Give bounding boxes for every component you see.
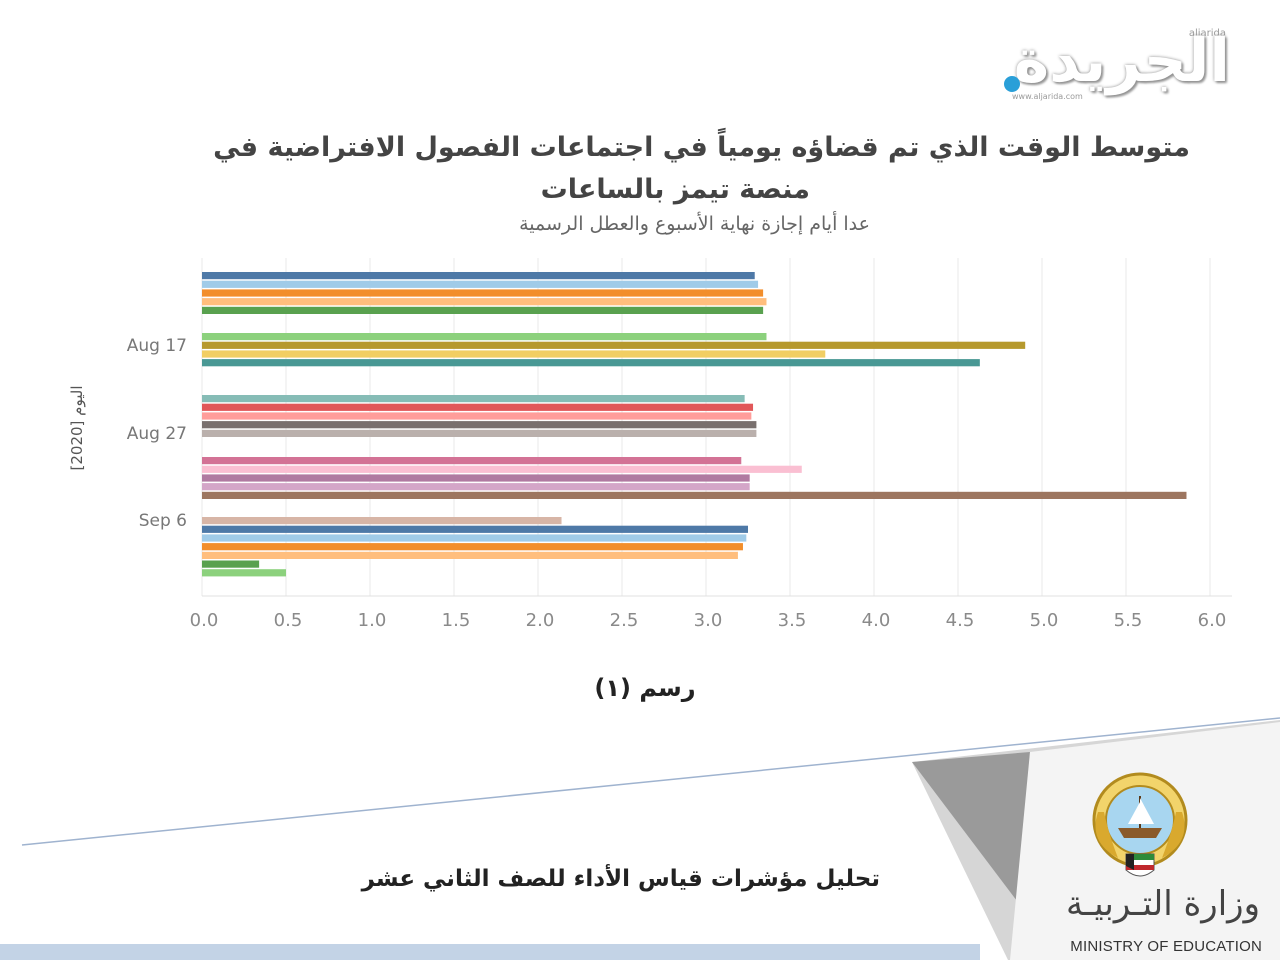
bar [202, 395, 745, 403]
x-tick-label: 2.5 [610, 610, 639, 631]
bar [202, 429, 757, 437]
bar [202, 560, 260, 568]
logo-dot-icon [1004, 76, 1020, 92]
x-tick-label: 3.0 [694, 610, 723, 631]
bar [202, 483, 750, 491]
x-tick-label: 2.0 [526, 610, 555, 631]
bar [202, 517, 562, 525]
x-tick-label: 5.0 [1030, 610, 1059, 631]
chart-title: متوسط الوقت الذي تم قضاؤه يومياً في اجتم… [80, 127, 1190, 211]
x-tick-label: 4.5 [946, 610, 975, 631]
bar [202, 491, 1187, 499]
bar [202, 543, 743, 551]
newspaper-logo-text: الجريدة [1013, 26, 1231, 96]
category-label: Aug 17 [127, 336, 187, 356]
chart-category-labels: Aug 17 Aug 27 Sep 6 [127, 336, 187, 531]
newspaper-logo: aljarida الجريدة www.aljarida.com [990, 22, 1240, 108]
bar [202, 465, 802, 473]
footer-divider-line [21, 717, 1280, 846]
x-tick-label: 1.5 [442, 610, 471, 631]
bar [202, 474, 750, 482]
x-tick-label: 1.0 [358, 610, 387, 631]
newspaper-logo-latin: aljarida [1188, 28, 1226, 39]
ministry-name-english: MINISTRY OF EDUCATION [1070, 938, 1262, 955]
chart-title-line-1: متوسط الوقت الذي تم قضاؤه يومياً في اجتم… [213, 132, 1190, 163]
chart-y-axis-label: اليوم [2020] [68, 386, 86, 471]
x-tick-label: 0.0 [190, 610, 219, 631]
footer-bar [0, 944, 980, 960]
bar [202, 534, 747, 542]
x-tick-label: 4.0 [862, 610, 891, 631]
bar [202, 289, 764, 297]
x-tick-label: 5.5 [1114, 610, 1143, 631]
newspaper-logo-url: www.aljarida.com [1012, 92, 1083, 101]
bar [202, 350, 826, 358]
bar [202, 412, 752, 420]
x-tick-label: 6.0 [1198, 610, 1227, 631]
bar [202, 280, 759, 288]
bar [202, 272, 755, 280]
bar [202, 525, 748, 533]
figure-caption: رسم (١) [594, 674, 696, 702]
bar [202, 359, 980, 367]
bar [202, 551, 738, 559]
bar [202, 403, 754, 411]
bar [202, 457, 742, 465]
bar [202, 421, 757, 429]
bar [202, 569, 286, 577]
bar [202, 341, 1026, 349]
kuwait-emblem-icon [1092, 772, 1188, 877]
footer-dark-shape [912, 752, 1030, 905]
x-tick-label: 0.5 [274, 610, 303, 631]
chart-subtitle: عدا أيام إجازة نهاية الأسبوع والعطل الرس… [519, 213, 870, 235]
bar [202, 333, 767, 341]
bar [202, 298, 767, 306]
x-tick-label: 3.5 [778, 610, 807, 631]
category-label: Aug 27 [127, 424, 187, 444]
bar [202, 306, 764, 314]
ministry-name-arabic: وزارة التـربيـة [1065, 884, 1260, 924]
chart-bars [202, 272, 1187, 577]
category-label: Sep 6 [139, 511, 187, 531]
chart-title-line-2: منصة تيمز بالساعات [540, 174, 810, 205]
report-title: تحليل مؤشرات قياس الأداء للصف الثاني عشر [361, 866, 880, 892]
chart-x-tick-labels: 0.0 0.5 1.0 1.5 2.0 2.5 3.0 3.5 4.0 4.5 5.0 5.5 6.0 [190, 610, 1227, 631]
